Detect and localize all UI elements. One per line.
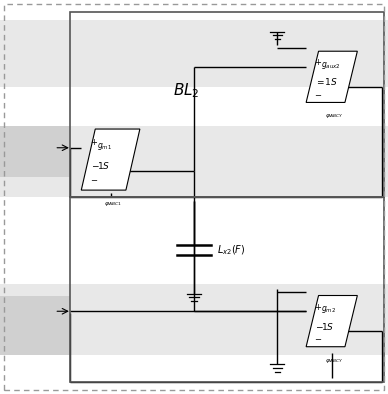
Text: $+$: $+$ bbox=[90, 138, 98, 147]
Polygon shape bbox=[81, 129, 140, 190]
Bar bbox=[70, 197, 384, 382]
Text: $-$: $-$ bbox=[314, 333, 322, 342]
Bar bbox=[0, 296, 70, 355]
Bar bbox=[0, 126, 388, 197]
Polygon shape bbox=[306, 296, 357, 347]
Text: $L_{x2}(F)$: $L_{x2}(F)$ bbox=[217, 243, 246, 257]
Bar bbox=[70, 12, 384, 197]
Polygon shape bbox=[306, 51, 357, 102]
Bar bbox=[0, 284, 388, 355]
Bar bbox=[0, 20, 388, 87]
Text: $g_{m1}$: $g_{m1}$ bbox=[97, 141, 112, 152]
Text: $g_{aux2}$: $g_{aux2}$ bbox=[321, 60, 340, 71]
Text: $\varphi_{ABCY}$: $\varphi_{ABCY}$ bbox=[325, 357, 343, 364]
Text: $-$: $-$ bbox=[314, 89, 322, 98]
Text: $BL_2$: $BL_2$ bbox=[173, 81, 199, 100]
Text: $+$: $+$ bbox=[314, 302, 322, 312]
Text: $\varphi_{ABC1}$: $\varphi_{ABC1}$ bbox=[104, 200, 121, 208]
Text: $+$: $+$ bbox=[314, 58, 322, 67]
Text: $\varphi_{ABCY}$: $\varphi_{ABCY}$ bbox=[325, 112, 343, 120]
Text: $-\!1S$: $-\!1S$ bbox=[92, 160, 111, 171]
Text: $-\!1S$: $-\!1S$ bbox=[315, 321, 335, 332]
Bar bbox=[0, 126, 70, 177]
Text: $-$: $-$ bbox=[90, 175, 98, 184]
Text: $=\!1S$: $=\!1S$ bbox=[315, 76, 338, 87]
Text: $g_{m2}$: $g_{m2}$ bbox=[321, 304, 336, 315]
